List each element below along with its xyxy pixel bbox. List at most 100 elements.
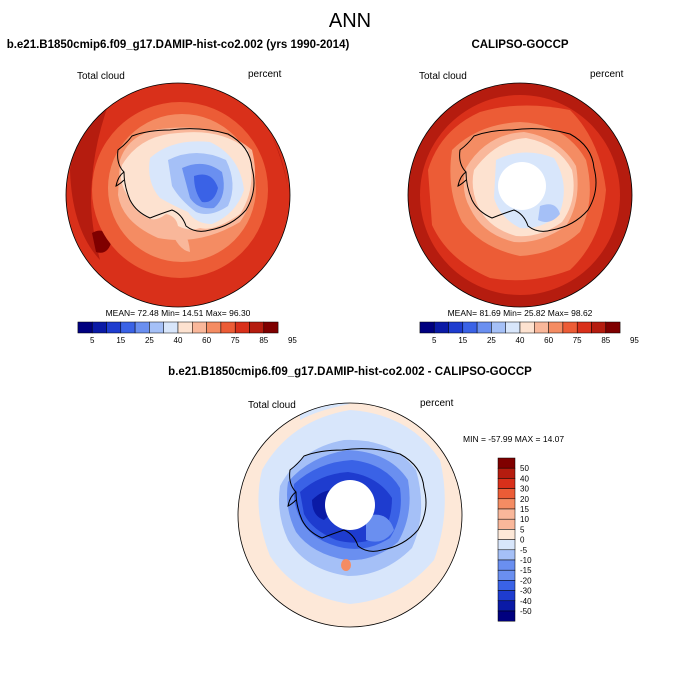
panel-model-stats: MEAN= 72.48 Min= 14.51 Max= 96.30: [106, 308, 251, 318]
colorbar-box: [220, 321, 236, 334]
colorbar-box: [106, 321, 122, 334]
colorbar-tick-label: 60: [544, 336, 553, 345]
colorbar-box: [497, 457, 516, 469]
colorbar-box: [497, 498, 516, 510]
map-outline: [65, 82, 291, 308]
colorbar-tick-label: -20: [520, 576, 532, 585]
colorbar-box: [591, 321, 607, 334]
panel-obs-map: [408, 83, 632, 307]
colorbar-box: [497, 529, 516, 540]
colorbar-tick-label: 25: [145, 336, 154, 345]
colorbar-box: [120, 321, 136, 334]
colorbar-box: [497, 610, 516, 622]
continent-field-blue: [538, 204, 560, 222]
colorbar-tick-label: 95: [288, 336, 297, 345]
map-outline: [407, 82, 633, 308]
panel-model-title: b.e21.B1850cmip6.f09_g17.DAMIP-hist-co2.…: [7, 39, 350, 51]
colorbar-box: [497, 488, 516, 500]
coastline-peninsula: [457, 171, 467, 187]
colorbar-box: [497, 590, 516, 602]
colorbar-box: [497, 539, 516, 551]
colorbar-tick-label: 15: [116, 336, 125, 345]
panel-model-map: [66, 83, 290, 307]
panel-obs-title: CALIPSO-GOCCP: [471, 39, 568, 51]
colorbar-tick-label: -50: [520, 607, 532, 616]
panel-model-colorbar: 5 15 25 40 60 75 85 95: [77, 321, 297, 345]
continent-field-neg: [366, 514, 394, 542]
colorbar-tick-label: 50: [520, 464, 529, 473]
coastline: [117, 128, 255, 232]
panel-obs-variable-label: Total cloud: [419, 71, 467, 82]
colorbar-box: [163, 321, 179, 334]
colorbar-tick-label: 5: [520, 525, 525, 534]
colorbar-tick-label: 40: [520, 474, 529, 483]
colorbar-box: [497, 478, 516, 489]
colorbar-tick-label: 10: [520, 515, 529, 524]
colorbar-box: [562, 321, 578, 334]
colorbar-tick-label: 15: [458, 336, 467, 345]
panel-obs-units-label: percent: [590, 69, 624, 80]
colorbar-tick-label: 0: [520, 536, 525, 545]
coastline: [289, 448, 427, 552]
colorbar-box: [177, 321, 193, 334]
colorbar-tick-label: -5: [520, 546, 528, 555]
colorbar-box: [497, 580, 516, 591]
colorbar-tick-label: 85: [259, 336, 268, 345]
colorbar-box: [534, 321, 549, 334]
colorbar-tick-label: 20: [520, 495, 529, 504]
colorbar-box: [77, 321, 93, 334]
colorbar-box: [149, 321, 164, 334]
colorbar-box: [497, 600, 516, 612]
panel-diff-title: b.e21.B1850cmip6.f09_g17.DAMIP-hist-co2.…: [168, 366, 532, 378]
panel-diff-stats: MIN = -57.99 MAX = 14.07: [463, 434, 564, 444]
colorbar-tick-label: -40: [520, 597, 532, 606]
colorbar-box: [476, 321, 492, 334]
colorbar-box: [497, 467, 516, 479]
colorbar-box: [206, 321, 222, 334]
colorbar-box: [433, 321, 449, 334]
panel-obs-stats: MEAN= 81.69 Min= 25.82 Max= 98.62: [448, 308, 593, 318]
colorbar-box: [497, 569, 516, 581]
figure-title: ANN: [329, 10, 371, 32]
colorbar-tick-label: 85: [601, 336, 610, 345]
colorbar-box: [249, 321, 265, 334]
panel-model-variable-label: Total cloud: [77, 71, 125, 82]
panel-diff-map: [238, 403, 462, 627]
colorbar-box: [505, 321, 521, 334]
coastline-peninsula: [287, 491, 297, 507]
panel-diff-variable-label: Total cloud: [248, 400, 296, 411]
colorbar-box: [497, 549, 516, 561]
colorbar-box: [234, 321, 250, 334]
colorbar-tick-label: -30: [520, 587, 532, 596]
colorbar-tick-label: -10: [520, 556, 532, 565]
continent-field-blue: [194, 174, 218, 203]
colorbar-box: [576, 321, 592, 334]
colorbar-tick-label: 75: [231, 336, 240, 345]
colorbar-tick-label: 15: [520, 505, 529, 514]
missing-data-hole: [325, 480, 375, 530]
panel-model-units-label: percent: [248, 69, 282, 80]
panel-diff: b.e21.B1850cmip6.f09_g17.DAMIP-hist-co2.…: [168, 366, 564, 628]
colorbar-box: [605, 321, 621, 334]
colorbar-box: [491, 321, 506, 334]
ocean-field-pale: [170, 227, 190, 252]
colorbar-tick-label: 25: [487, 336, 496, 345]
colorbar-tick-label: 60: [202, 336, 211, 345]
colorbar-box: [192, 321, 207, 334]
colorbar-box: [462, 321, 478, 334]
panel-diff-units-label: percent: [420, 398, 454, 409]
colorbar-tick-label: 40: [516, 336, 525, 345]
coastline-peninsula: [115, 171, 125, 187]
colorbar-tick-label: -15: [520, 566, 532, 575]
coastline: [459, 128, 597, 232]
map-outline: [237, 402, 463, 628]
panel-obs-colorbar: 5 15 25 40 60 75 85 95: [419, 321, 639, 345]
colorbar-tick-label: 75: [573, 336, 582, 345]
ocean-field-pos: [341, 559, 351, 571]
colorbar-box: [497, 559, 516, 571]
panel-obs: CALIPSO-GOCCP Total cloud percent MEAN= …: [407, 39, 639, 345]
colorbar-box: [419, 321, 435, 334]
colorbar-tick-label: 5: [432, 336, 437, 345]
